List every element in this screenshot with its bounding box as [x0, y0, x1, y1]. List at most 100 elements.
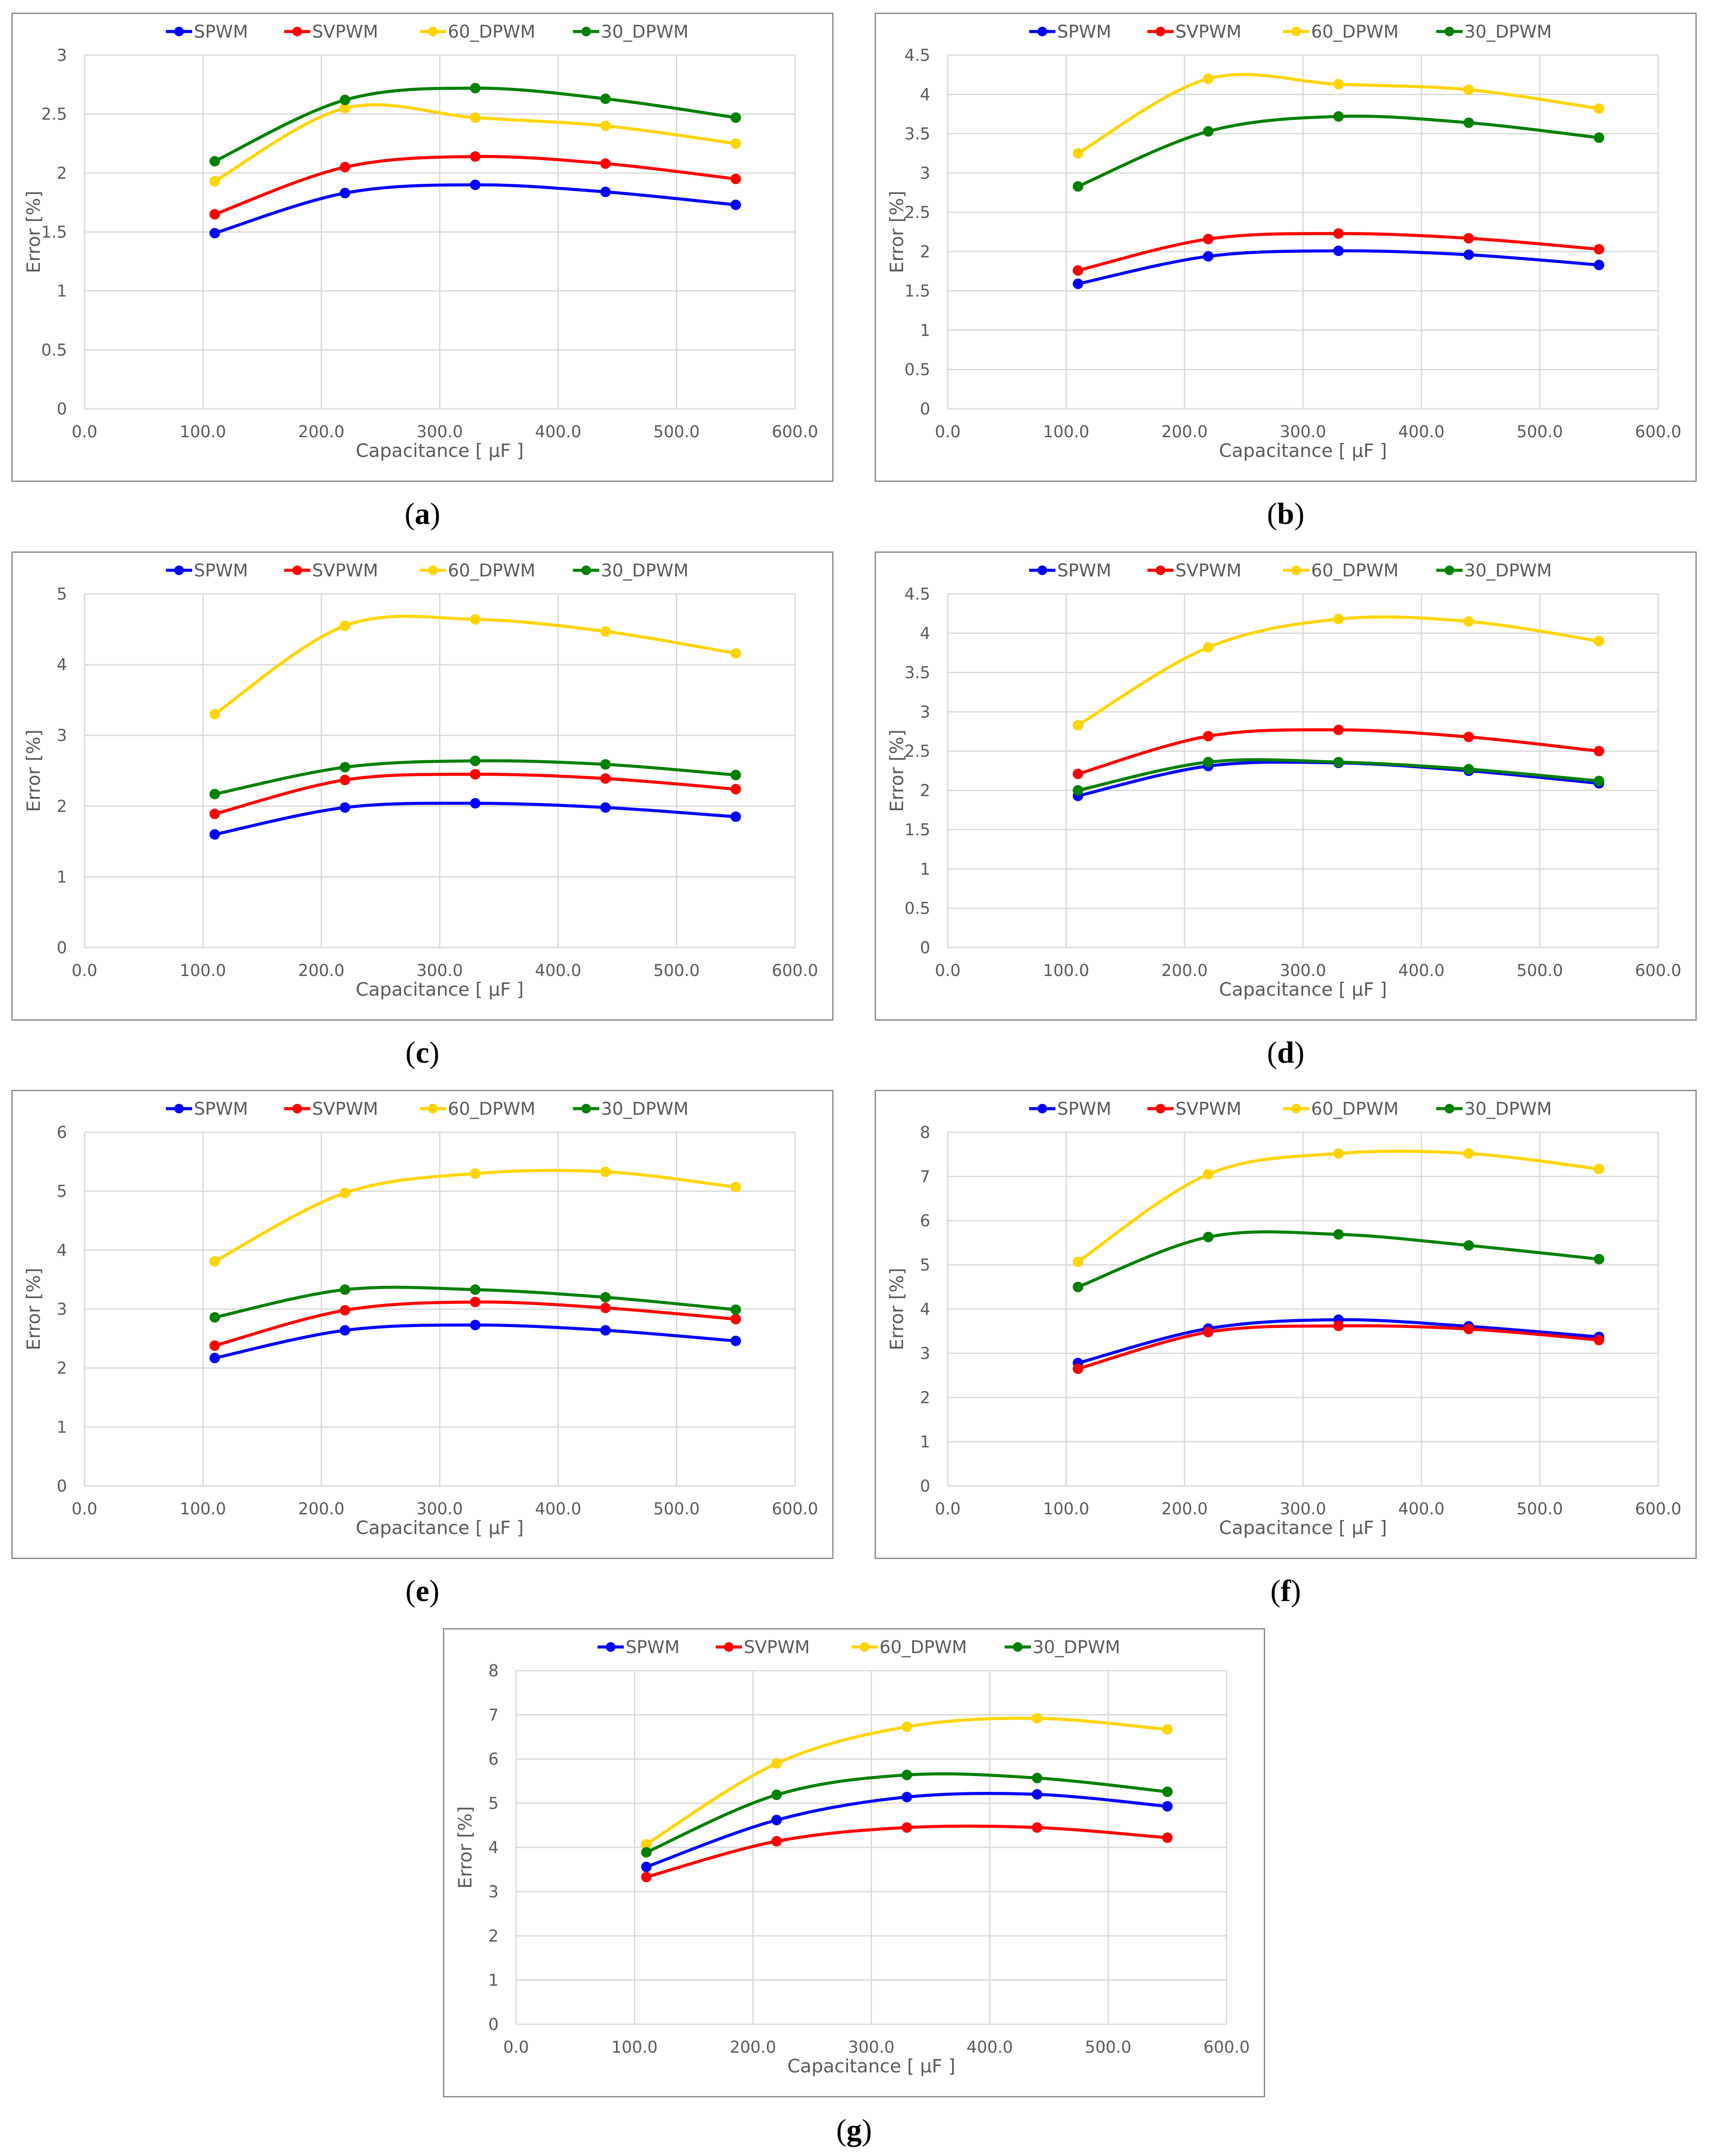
x-tick-label: 300.0: [417, 422, 463, 441]
x-tick-label: 100.0: [180, 961, 226, 980]
y-tick-label: 7: [920, 1167, 930, 1186]
y-tick-label: 2.5: [904, 742, 930, 761]
y-axis-label: Error [%]: [454, 1806, 476, 1889]
data-point: [730, 648, 741, 659]
data-point: [1073, 720, 1083, 730]
data-point: [209, 709, 220, 720]
data-point: [1203, 642, 1214, 653]
legend-label: 60_DPWM: [1311, 1099, 1399, 1119]
legend-marker: [174, 1104, 184, 1113]
legend-label: SVPWM: [312, 561, 378, 581]
legend-marker: [1445, 27, 1454, 36]
series-SVPWM: [209, 769, 741, 819]
series-60_DPWM: [1073, 73, 1604, 159]
data-point: [1593, 103, 1604, 114]
data-point: [209, 829, 220, 840]
legend-item: 30_DPWM: [1436, 1099, 1552, 1119]
data-point: [340, 620, 351, 631]
legend-marker: [1291, 565, 1301, 575]
series-SVPWM: [1073, 1320, 1604, 1374]
legend-item: SPWM: [166, 561, 248, 581]
series-60_DPWM: [209, 614, 741, 720]
x-tick-label: 500.0: [654, 422, 700, 441]
legend-label: SVPWM: [312, 22, 378, 42]
y-tick-label: 0: [56, 1477, 67, 1496]
y-tick-label: 2: [488, 1927, 499, 1945]
data-point: [470, 614, 481, 625]
series-SPWM: [209, 798, 741, 840]
data-point: [1203, 1232, 1214, 1243]
data-point: [1593, 1254, 1604, 1264]
y-tick-label: 1.5: [904, 282, 930, 301]
series-line: [1077, 114, 1600, 188]
series-30_DPWM: [641, 1770, 1173, 1858]
data-point: [1333, 79, 1344, 90]
caption-g: (g): [836, 2114, 872, 2147]
y-tick-label: 0: [920, 938, 930, 957]
y-tick-label: 2: [920, 781, 930, 800]
data-point: [1593, 132, 1604, 143]
legend-label: 30_DPWM: [1464, 1099, 1552, 1119]
data-point: [340, 1284, 351, 1295]
y-tick-label: 6: [56, 1123, 67, 1142]
data-point: [771, 1789, 782, 1800]
legend-item: SPWM: [1029, 1099, 1111, 1119]
x-tick-label: 100.0: [1043, 1499, 1090, 1518]
data-point: [901, 1791, 912, 1802]
x-tick-label: 400.0: [967, 2038, 1013, 2057]
y-tick-label: 4: [920, 85, 930, 104]
data-point: [1593, 1334, 1604, 1345]
y-tick-label: 1: [920, 860, 930, 878]
data-point: [340, 1187, 351, 1198]
data-point: [600, 186, 611, 197]
chart-panel-f: 0 1 2 3 4 5 6 7 8 0.0 100.0 200.0 300.0 400.0 500.0 600…: [875, 1090, 1697, 1559]
legend-marker: [1291, 1104, 1301, 1113]
y-tick-label: 3: [920, 164, 930, 183]
legend-label: SVPWM: [1175, 1099, 1241, 1119]
x-tick-label: 0.0: [935, 961, 961, 980]
x-tick-label: 300.0: [1280, 422, 1326, 441]
y-tick-label: 0: [488, 2015, 499, 2034]
legend-label: SPWM: [1057, 1099, 1111, 1119]
y-tick-label: 0: [920, 1477, 930, 1496]
legend-label: 60_DPWM: [879, 1637, 967, 1657]
legend-marker: [1037, 565, 1047, 575]
series-60_DPWM: [641, 1713, 1173, 1850]
data-point: [1203, 126, 1214, 137]
chart-panel-g: 0 1 2 3 4 5 6 7 8 0.0 100.0 200.0 300.0 400.0 500.0 600…: [443, 1628, 1265, 2097]
data-point: [1203, 730, 1214, 741]
data-point: [771, 1815, 782, 1826]
x-tick-label: 200.0: [298, 422, 345, 441]
legend-label: SPWM: [1057, 22, 1111, 42]
legend-label: SVPWM: [312, 1099, 378, 1119]
grid-g: [515, 1670, 1227, 2025]
legend-item: 60_DPWM: [851, 1637, 967, 1657]
data-point: [730, 138, 741, 149]
legend-item: 30_DPWM: [1436, 22, 1552, 42]
data-point: [1032, 1773, 1043, 1784]
series-line: [214, 86, 736, 163]
x-tick-label: 300.0: [848, 2038, 895, 2057]
data-point: [1333, 1229, 1344, 1240]
data-point: [1463, 616, 1474, 627]
series-SPWM: [209, 179, 741, 239]
data-point: [730, 1313, 741, 1324]
series-60_DPWM: [1073, 1148, 1604, 1267]
series-30_DPWM: [209, 83, 741, 167]
legend-label: SPWM: [194, 1099, 248, 1119]
x-tick-label: 600.0: [772, 961, 818, 980]
data-point: [600, 1292, 611, 1303]
data-point: [340, 762, 351, 773]
series-30_DPWM: [1073, 111, 1604, 192]
data-point: [1333, 1320, 1344, 1331]
y-tick-label: 1.5: [41, 223, 67, 242]
y-tick-label: 8: [920, 1123, 930, 1142]
series-SPWM: [209, 1320, 741, 1363]
x-tick-label: 300.0: [1280, 961, 1326, 980]
data-point: [470, 1168, 481, 1179]
legend-item: 60_DPWM: [1283, 1099, 1399, 1119]
y-tick-label: 2: [920, 242, 930, 261]
series-30_DPWM: [209, 1284, 741, 1323]
data-point: [1333, 1148, 1344, 1159]
legend-label: 30_DPWM: [1464, 561, 1552, 581]
